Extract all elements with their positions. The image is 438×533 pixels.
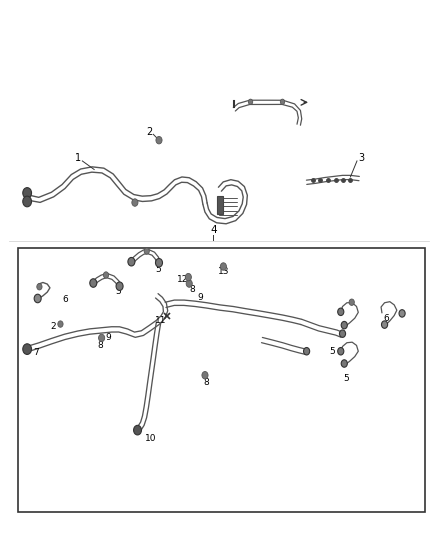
Circle shape	[134, 425, 141, 435]
Circle shape	[34, 294, 41, 303]
Circle shape	[248, 99, 253, 104]
Bar	[217, 196, 223, 214]
Circle shape	[341, 321, 347, 329]
Text: 2: 2	[51, 322, 56, 331]
Text: 13: 13	[218, 268, 229, 276]
Circle shape	[304, 348, 310, 355]
Text: 10: 10	[145, 434, 157, 442]
Text: 8: 8	[190, 286, 196, 294]
Text: 5: 5	[343, 374, 349, 383]
Circle shape	[185, 273, 191, 281]
Text: 9: 9	[198, 293, 204, 302]
Circle shape	[58, 321, 63, 327]
Text: 7: 7	[33, 349, 39, 357]
Text: 8: 8	[97, 341, 103, 350]
Circle shape	[186, 280, 192, 287]
Text: 5: 5	[329, 348, 335, 356]
Circle shape	[341, 360, 347, 367]
Circle shape	[280, 99, 285, 104]
Circle shape	[399, 310, 405, 317]
Circle shape	[99, 334, 105, 342]
Text: 5: 5	[155, 265, 161, 274]
Circle shape	[338, 348, 344, 355]
Circle shape	[128, 257, 135, 266]
Circle shape	[220, 263, 226, 270]
Circle shape	[338, 308, 344, 316]
Text: 12: 12	[177, 275, 188, 284]
Text: 6: 6	[62, 295, 68, 304]
Circle shape	[381, 321, 388, 328]
Text: 4: 4	[210, 225, 217, 235]
Circle shape	[144, 248, 149, 254]
Text: 9: 9	[106, 334, 112, 342]
Text: 2: 2	[146, 127, 152, 136]
Text: 3: 3	[358, 154, 364, 163]
Bar	[18, 248, 425, 512]
Circle shape	[103, 272, 109, 278]
Circle shape	[37, 284, 42, 290]
Text: 8: 8	[204, 378, 210, 386]
Circle shape	[202, 372, 208, 379]
Text: 1: 1	[74, 154, 81, 163]
Circle shape	[155, 259, 162, 267]
Circle shape	[132, 199, 138, 206]
Circle shape	[349, 299, 354, 305]
Text: 11: 11	[155, 317, 167, 325]
Circle shape	[23, 344, 32, 354]
Circle shape	[23, 196, 32, 207]
Circle shape	[116, 282, 123, 290]
Text: 6: 6	[383, 314, 389, 323]
Circle shape	[339, 330, 346, 337]
Circle shape	[23, 188, 32, 198]
Text: 5: 5	[115, 287, 121, 296]
Circle shape	[156, 136, 162, 144]
Circle shape	[90, 279, 97, 287]
